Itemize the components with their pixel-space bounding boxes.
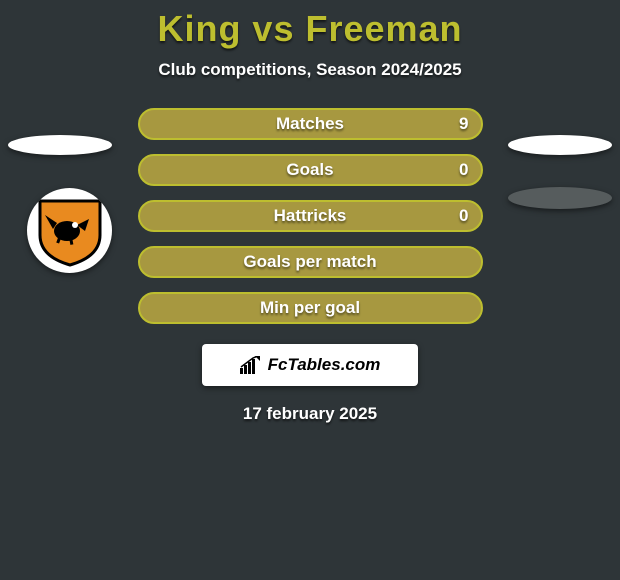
stats-bars: Matches 9 Goals 0 Hattricks 0 Goals per match M… [138, 108, 483, 324]
stat-label: Matches [276, 114, 344, 134]
brand-box[interactable]: FcTables.com [202, 344, 418, 386]
stat-label: Min per goal [260, 298, 360, 318]
stat-bar: Goals per match [138, 246, 483, 278]
left-club-crest [27, 188, 112, 273]
stat-value: 0 [459, 206, 468, 226]
update-date: 17 february 2025 [0, 404, 620, 424]
page-subtitle: Club competitions, Season 2024/2025 [0, 60, 620, 80]
stat-label: Goals per match [243, 252, 376, 272]
stat-row: Goals per match [138, 246, 483, 278]
stat-bar: Hattricks 0 [138, 200, 483, 232]
fctables-logo-icon [240, 356, 262, 374]
club-crest-icon [37, 195, 103, 267]
stat-row: Matches 9 [138, 108, 483, 140]
stat-bar: Goals 0 [138, 154, 483, 186]
stat-value: 0 [459, 160, 468, 180]
right-player-oval [508, 135, 612, 155]
right-club-oval [508, 187, 612, 209]
stat-label: Goals [286, 160, 333, 180]
stat-bar: Min per goal [138, 292, 483, 324]
stat-row: Goals 0 [138, 154, 483, 186]
stat-row: Hattricks 0 [138, 200, 483, 232]
stat-value: 9 [459, 114, 468, 134]
stat-bar: Matches 9 [138, 108, 483, 140]
stat-label: Hattricks [274, 206, 347, 226]
page-title: King vs Freeman [0, 8, 620, 50]
brand-text: FcTables.com [268, 355, 381, 375]
stat-row: Min per goal [138, 292, 483, 324]
left-player-oval [8, 135, 112, 155]
